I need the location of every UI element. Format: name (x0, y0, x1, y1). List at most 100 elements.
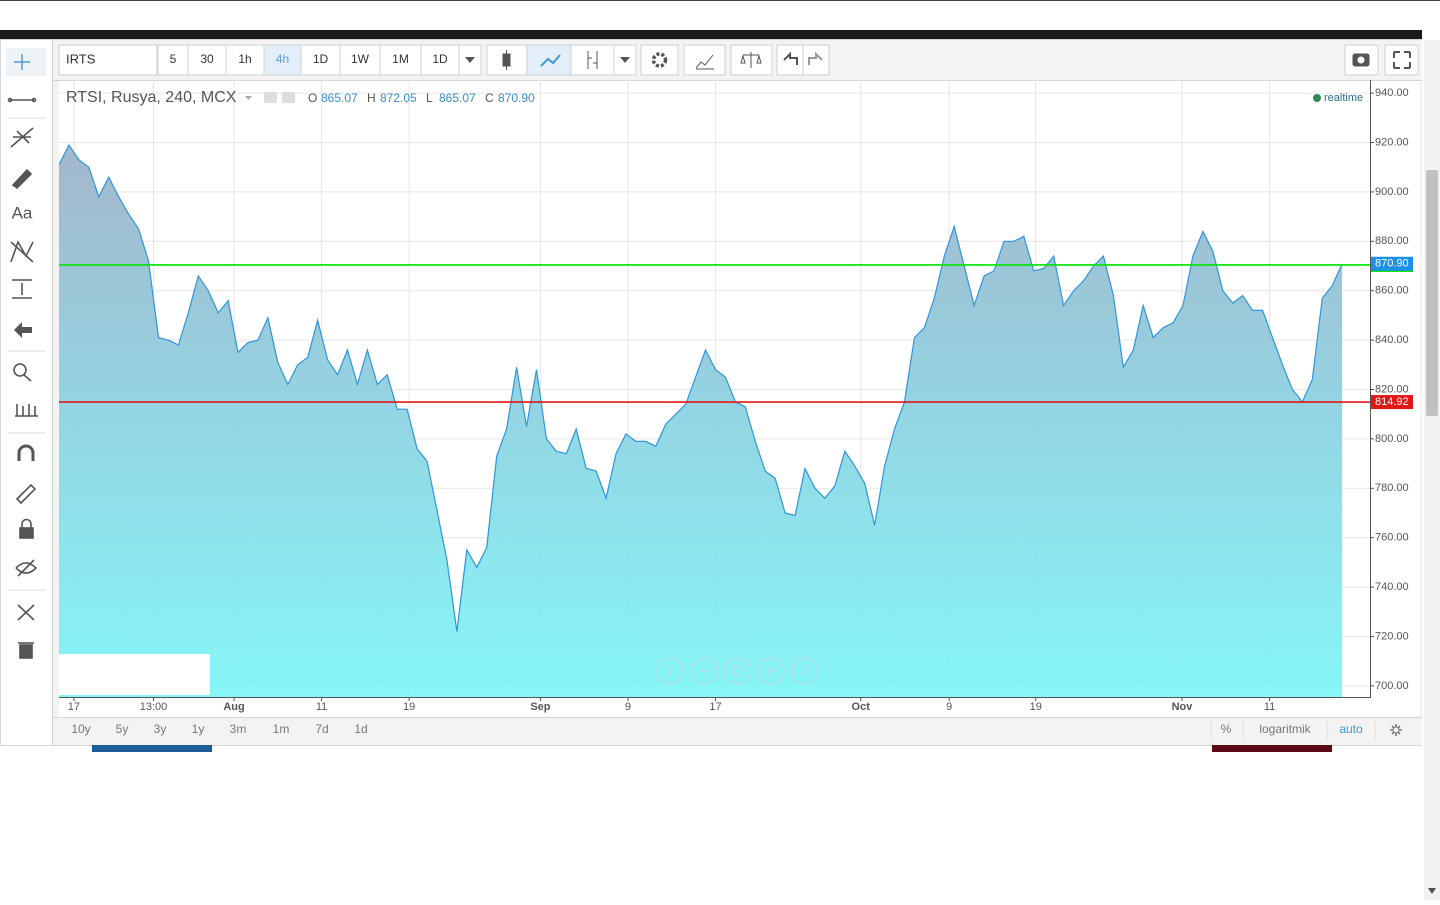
level-label-box (1371, 395, 1413, 410)
y-tick-label: 740.00 (1375, 581, 1409, 593)
back-tool[interactable] (14, 322, 32, 338)
scale-option[interactable]: logaritmik (1259, 722, 1311, 736)
interval-label[interactable]: 1W (351, 52, 370, 66)
interval-button[interactable] (420, 44, 460, 76)
interval-button[interactable] (225, 44, 265, 76)
top-bar (0, 30, 1422, 39)
interval-button[interactable] (300, 44, 341, 76)
ohlc-value: 872.05 (380, 91, 417, 105)
ruler-tool[interactable] (15, 404, 38, 417)
plot (59, 143, 1370, 697)
line-tool[interactable] (7, 97, 37, 103)
y-tick-label: 760.00 (1375, 532, 1409, 544)
range-button[interactable]: 1y (192, 722, 205, 736)
chart-title: RTSI, Rusya, 240, MCX (66, 89, 237, 106)
interval-label[interactable]: 1h (238, 52, 251, 66)
ohlc-key: C (485, 91, 494, 105)
y-tick-label: 920.00 (1375, 136, 1409, 148)
symbol-input[interactable]: IRTS (66, 51, 96, 66)
magnet-tool[interactable] (17, 444, 35, 461)
realtime-status: realtime (1324, 92, 1363, 104)
fullscreen-button[interactable] (1384, 44, 1419, 76)
pattern-tool[interactable] (10, 240, 34, 263)
zoom-tool[interactable] (13, 363, 32, 382)
level-label: 814.92 (1375, 396, 1409, 408)
range-button[interactable]: 1d (354, 722, 367, 736)
lock-tool[interactable] (19, 518, 34, 539)
x-tick-label: Nov (1172, 701, 1194, 713)
y-tick-label: 720.00 (1375, 630, 1409, 642)
ohlc-key: O (308, 91, 317, 105)
y-tick-label: 700.00 (1375, 680, 1409, 692)
candles-style-button[interactable] (570, 44, 615, 76)
range-button[interactable]: 1m (273, 722, 290, 736)
delete-tool[interactable] (18, 642, 34, 659)
range-button[interactable]: 10y (71, 722, 90, 736)
interval-label[interactable]: 1D (432, 52, 448, 66)
interval-buttons: 5 30 1h 4h 1D 1W 1M 1D (157, 44, 460, 76)
interval-button[interactable] (263, 44, 302, 76)
interval-button[interactable] (157, 44, 189, 76)
ohlc-value: 870.90 (498, 91, 535, 105)
scroll-left-button[interactable] (656, 657, 684, 685)
scale-option[interactable]: auto (1339, 722, 1363, 736)
x-tick-label: 19 (403, 701, 415, 713)
x-tick-label: 19 (1030, 701, 1042, 713)
x-tick-label: 17 (709, 701, 721, 713)
indicators-button[interactable] (683, 44, 726, 76)
interval-label[interactable]: 1M (392, 52, 409, 66)
legend-eye[interactable] (264, 92, 277, 103)
y-tick-label: 840.00 (1375, 334, 1409, 346)
interval-label[interactable]: 1D (313, 52, 329, 66)
last-price-box (1371, 256, 1413, 271)
text-tool[interactable]: Aa (12, 203, 33, 222)
cut-off-banner (92, 745, 212, 752)
stay-drawing-tool[interactable] (15, 483, 37, 505)
ohlc-value: 865.07 (439, 91, 476, 105)
last-price-label: 870.90 (1375, 258, 1409, 270)
settings-tool[interactable] (17, 604, 35, 621)
range-button[interactable]: 5y (116, 722, 129, 736)
interval-label[interactable]: 4h (276, 52, 289, 66)
x-tick-label: 9 (946, 701, 952, 713)
range-button[interactable]: 3m (230, 722, 247, 736)
scroll-right-button[interactable] (791, 657, 819, 685)
fib-tool[interactable] (10, 127, 34, 148)
navigation-buttons (656, 657, 819, 685)
zoom-out-button[interactable] (690, 657, 718, 685)
symbol-box[interactable] (58, 44, 158, 76)
bottom-bar: 10y 5y 3y 1y 3m 1m 7d 1d% logaritmik auto (71, 721, 1376, 739)
redo-button[interactable] (802, 44, 830, 76)
axes: 700.00 720.00 740.00 760.00 780.00 800.00 820.… (68, 87, 1413, 713)
title-dropdown[interactable] (245, 96, 252, 100)
ohlc-key: L (426, 91, 433, 105)
interval-button[interactable] (187, 44, 227, 76)
legend-settings[interactable] (282, 92, 295, 103)
scroll-down-arrow[interactable] (1428, 888, 1436, 894)
top-edge (0, 0, 1440, 1)
hide-tool[interactable] (15, 559, 38, 577)
interval-label[interactable]: 30 (200, 52, 214, 66)
x-tick-label: Aug (223, 701, 244, 713)
interval-label[interactable]: 5 (170, 52, 177, 66)
ohlc-value: 865.07 (321, 91, 358, 105)
reset-button[interactable] (723, 657, 751, 685)
zoom-in-button[interactable] (757, 657, 785, 685)
price-line (59, 143, 1343, 632)
x-tick-label: 11 (316, 701, 327, 713)
x-tick-label: 13:00 (140, 701, 168, 713)
brush-tool[interactable] (11, 168, 33, 190)
scale-option[interactable]: % (1221, 722, 1232, 736)
y-tick-label: 780.00 (1375, 482, 1409, 494)
y-tick-label: 940.00 (1375, 87, 1409, 99)
range-button[interactable]: 7d (315, 722, 328, 736)
interval-button[interactable] (339, 44, 381, 76)
x-tick-label: 11 (1264, 701, 1275, 713)
range-button[interactable]: 3y (154, 722, 167, 736)
scrollbar-thumb[interactable] (1426, 170, 1438, 416)
undo-button[interactable] (776, 44, 804, 76)
measure-tool[interactable] (12, 279, 32, 299)
crosshair-tool[interactable] (6, 48, 46, 76)
ohlc-key: H (367, 91, 376, 105)
